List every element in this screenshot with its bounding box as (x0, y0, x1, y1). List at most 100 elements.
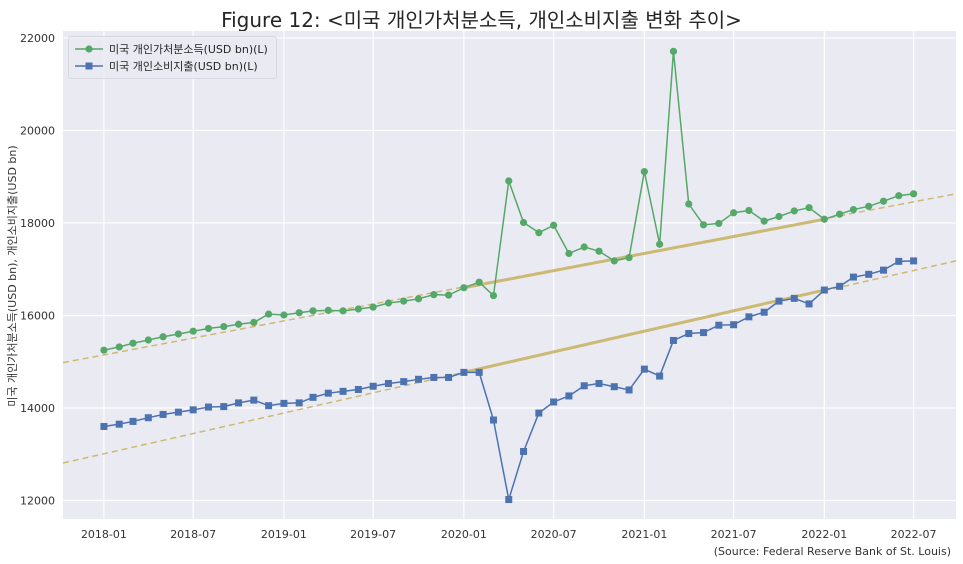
data-point (235, 399, 243, 407)
data-point (836, 210, 844, 218)
data-point (865, 270, 873, 278)
x-tick-label: 2018-07 (170, 528, 216, 541)
data-point (489, 416, 497, 424)
data-point (115, 343, 123, 351)
x-tick-label: 2021-01 (621, 528, 667, 541)
data-point (550, 221, 558, 229)
data-point (129, 339, 137, 347)
data-point (280, 311, 288, 319)
data-point (220, 322, 228, 331)
data-point (144, 414, 152, 422)
chart-title: Figure 12: <미국 개인가처분소득, 개인소비지출 변화 추이> (221, 8, 742, 32)
data-point (505, 177, 513, 185)
plot-background (63, 31, 956, 519)
data-point (685, 330, 693, 338)
data-point (520, 447, 528, 455)
grid-lines (63, 31, 956, 519)
legend-marker-circle-icon (75, 44, 103, 53)
data-point (324, 306, 332, 314)
source-note: (Source: Federal Reserve Bank of St. Lou… (713, 545, 951, 558)
data-point (849, 205, 858, 214)
data-point (565, 392, 573, 400)
data-point (384, 299, 393, 307)
y-tick-label: 16000 (20, 309, 55, 322)
data-point (265, 310, 273, 318)
data-point (295, 399, 303, 407)
data-point (535, 409, 543, 417)
data-point (805, 300, 813, 308)
data-point (369, 382, 377, 390)
data-point (354, 305, 362, 313)
data-point (730, 321, 738, 329)
data-point (324, 389, 332, 397)
data-point (309, 393, 317, 401)
data-point (595, 247, 603, 255)
x-tick-label: 2021-07 (711, 528, 757, 541)
data-point (656, 372, 664, 380)
data-point (865, 202, 873, 210)
data-point (669, 336, 677, 344)
data-point (699, 221, 708, 229)
data-point (715, 321, 723, 329)
data-point (535, 229, 543, 237)
data-point (640, 365, 648, 373)
data-point (414, 295, 423, 303)
data-point (880, 266, 888, 274)
trend-line-solid (463, 288, 825, 374)
data-point (430, 291, 438, 299)
x-tick-label: 2020-01 (441, 528, 487, 541)
series-0 (100, 47, 918, 354)
data-point (685, 200, 693, 208)
legend-label-spending: 미국 개인소비지출(USD bn)(L) (109, 59, 258, 73)
data-point (656, 240, 664, 248)
data-point (895, 192, 903, 200)
data-point (610, 383, 618, 391)
data-point (189, 327, 197, 335)
legend-item-spending: 미국 개인소비지출(USD bn)(L) (75, 57, 268, 74)
data-point (415, 375, 423, 383)
series-1 (100, 257, 918, 504)
y-tick-label: 20000 (20, 124, 55, 137)
data-point (159, 333, 167, 341)
data-point (309, 307, 317, 315)
data-point (204, 324, 213, 333)
axis-ticks: 12000 14000 16000 18000 20000 22000 2018-01 201… (20, 32, 937, 541)
data-point (805, 204, 813, 212)
data-point (760, 217, 768, 225)
trend-line-solid (463, 217, 825, 290)
y-tick-label: 22000 (20, 32, 55, 45)
data-point (189, 406, 197, 414)
data-point (445, 373, 453, 381)
data-point (700, 329, 708, 337)
data-point (250, 318, 258, 327)
x-tick-label: 2020-07 (531, 528, 577, 541)
data-point (745, 206, 753, 215)
data-point (400, 297, 408, 305)
data-point (295, 309, 303, 317)
data-point (879, 197, 888, 205)
data-point (339, 307, 347, 315)
data-point (910, 257, 918, 265)
data-point (174, 408, 182, 416)
data-point (400, 378, 408, 386)
data-point (369, 303, 377, 311)
legend-label-income: 미국 개인가처분소득(USD bn)(L) (109, 42, 268, 56)
y-tick-label: 18000 (20, 217, 55, 230)
data-point (489, 291, 498, 300)
data-point (625, 386, 633, 394)
data-point (339, 387, 347, 395)
data-point (836, 282, 844, 290)
data-point (220, 403, 228, 411)
x-tick-label: 2022-01 (801, 528, 847, 541)
data-point (790, 294, 798, 302)
data-point (384, 379, 392, 387)
data-point (234, 320, 243, 328)
data-point (715, 219, 723, 228)
data-point (475, 368, 483, 376)
data-point (625, 254, 633, 262)
data-point (640, 168, 648, 176)
data-point (445, 291, 453, 299)
data-point (460, 368, 468, 376)
